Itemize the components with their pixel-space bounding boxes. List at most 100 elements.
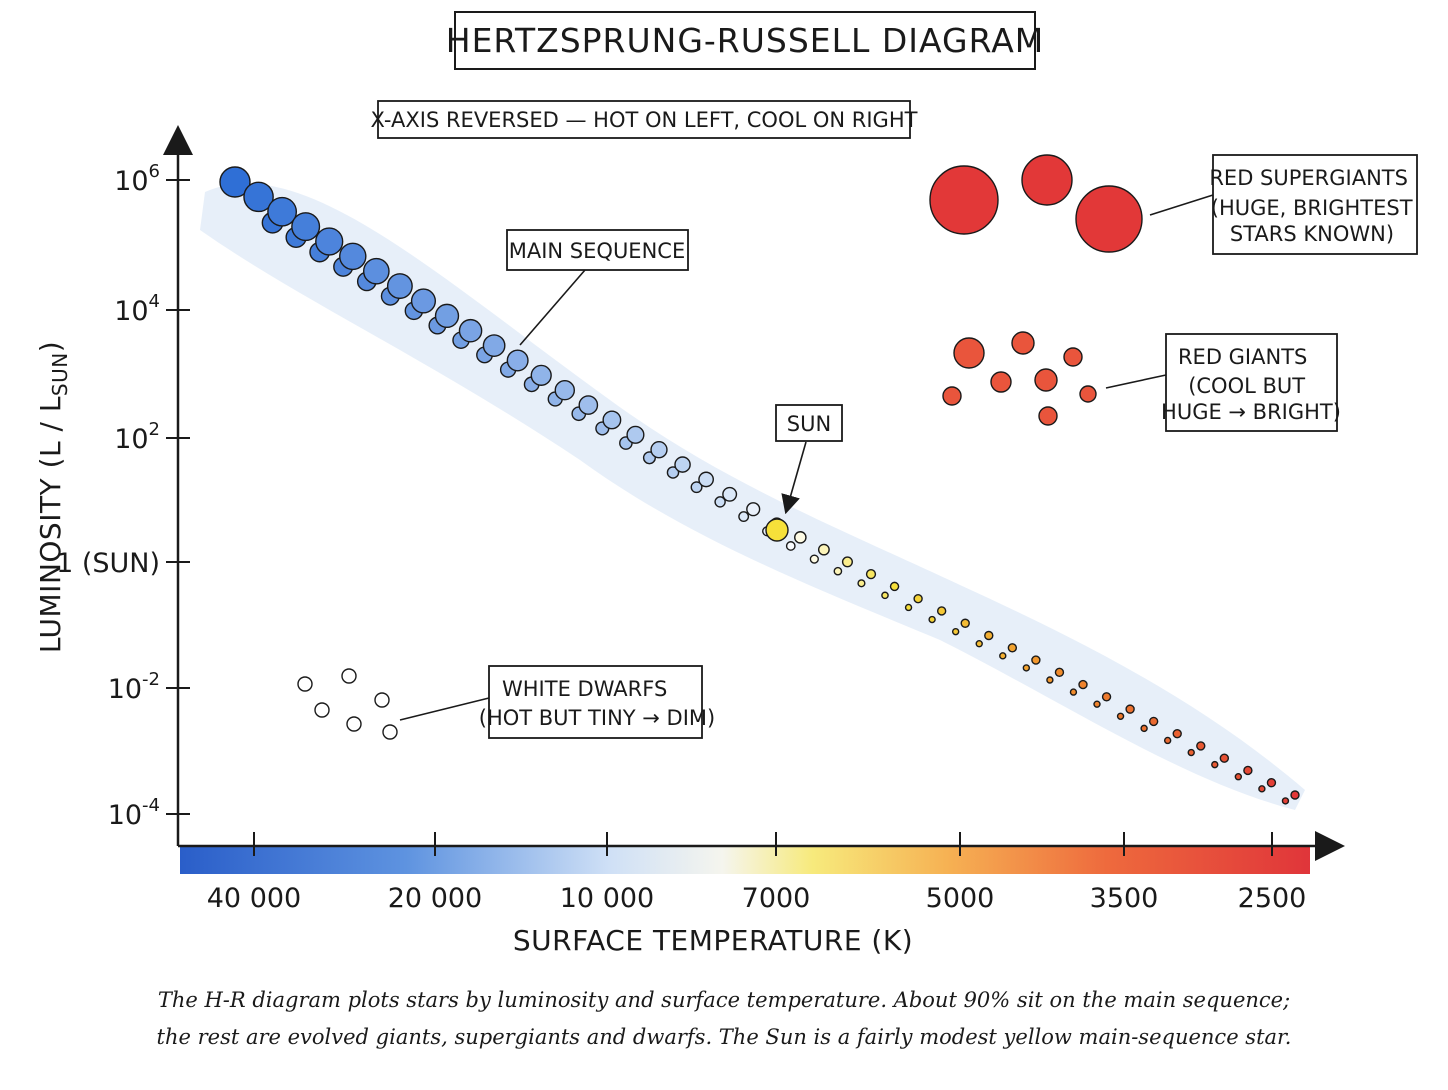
main-sequence-star [738, 511, 750, 523]
y-axis-title: LUMINOSITY (L / LSUN) [34, 341, 72, 653]
red-supergiant-star [929, 165, 999, 235]
main-sequence-star [1101, 692, 1112, 702]
main-sequence-star [1172, 728, 1182, 739]
main-sequence-star [650, 441, 668, 459]
sun-arrow [781, 441, 807, 515]
red-supergiants-label: RED SUPERGIANTS (HUGE, BRIGHTEST STARS K… [1209, 166, 1419, 246]
white-dwarf-star [341, 668, 357, 684]
main-sequence-star [626, 425, 645, 444]
main-sequence-star [928, 615, 936, 624]
red-giant-star [1079, 385, 1097, 403]
x-axis-title: SURFACE TEMPERATURE (K) [513, 924, 913, 957]
main-sequence-star [999, 652, 1007, 660]
main-sequence-star [1281, 797, 1290, 805]
main-sequence-star [434, 303, 460, 329]
main-sequence-star [1007, 643, 1018, 653]
y-tick-label: 106 [114, 161, 160, 197]
main-sequence-star [1054, 667, 1065, 678]
diagram-title: HERTZSPRUNG-RUSSELL DIAGRAM [446, 21, 1045, 60]
main-sequence-star [913, 594, 923, 604]
y-tick-label: 1 (SUN) [56, 548, 160, 579]
main-sequence-star [1219, 753, 1230, 763]
main-sequence-star [785, 541, 796, 551]
main-sequence-star [857, 579, 866, 588]
main-sequence-label-box [506, 229, 689, 271]
x-tick-group: 40 000 20 000 10 000 7000 5000 3500 2500 [207, 832, 1306, 914]
main-sequence-star [458, 318, 483, 343]
y-tick-base: 10 [108, 800, 142, 831]
main-sequence-star [714, 496, 726, 508]
caption-line-2: the rest are evolved giants, supergiants… [156, 1025, 1292, 1049]
main-sequence-star [674, 456, 691, 473]
red-giant-star [1063, 347, 1083, 367]
y-tick-base: 10 [114, 166, 148, 197]
white-dwarfs-label: WHITE DWARFS (HOT BUT TINY → DIM) [479, 677, 715, 730]
main-sequence-star [219, 166, 251, 198]
main-sequence-star [1069, 688, 1078, 696]
white-dwarfs-leader [399, 697, 490, 721]
y-tick-base: 10 [114, 296, 148, 327]
main-sequence-star [482, 334, 506, 357]
main-sequence-star [666, 466, 680, 479]
main-sequence-star [1266, 778, 1277, 788]
main-sequence-star [410, 288, 437, 314]
y-tick-label: 102 [114, 419, 160, 455]
y-tick-base: 10 [114, 424, 148, 455]
y-tick-label: 104 [114, 291, 160, 327]
red-giant-star [990, 371, 1012, 393]
sun-label-box [775, 404, 843, 442]
main-sequence-star [530, 364, 552, 386]
sun-label: SUN [787, 412, 831, 436]
red-giants-leader [1105, 374, 1167, 389]
main-sequence-star [1078, 679, 1088, 690]
x-tick-label: 20 000 [388, 883, 482, 914]
red-giants-label-box [1165, 333, 1338, 432]
y-tick-exponent: -2 [142, 669, 160, 690]
star-points [219, 154, 1300, 805]
main-sequence-star [841, 556, 853, 568]
white-dwarfs-label-box [488, 665, 703, 739]
main-sequence-star [1093, 700, 1101, 708]
red-giant-star [1038, 406, 1058, 426]
main-sequence-star [1234, 773, 1243, 781]
white-dwarf-star [346, 716, 362, 732]
main-sequence-star [386, 273, 413, 300]
red-supergiants-label-box [1212, 154, 1418, 255]
main-sequence-star [794, 531, 807, 544]
main-sequence-star [339, 242, 367, 271]
x-tick-label: 10 000 [560, 883, 654, 914]
caption-line-1: The H-R diagram plots stars by luminosit… [157, 988, 1291, 1012]
main-sequence-star [602, 410, 622, 430]
main-sequence-star [1258, 785, 1266, 793]
y-tick-label: 10-2 [108, 669, 160, 705]
main-sequence-star [1140, 724, 1148, 733]
main-sequence-star [984, 630, 994, 641]
main-sequence-star [291, 212, 321, 242]
main-sequence-star [889, 581, 900, 592]
main-sequence-star [315, 227, 344, 256]
y-tick-exponent: 2 [149, 419, 160, 440]
y-tick-exponent: 4 [149, 291, 160, 312]
x-tick-label: 3500 [1090, 883, 1159, 914]
main-sequence-star [554, 379, 576, 401]
red-giant-star [953, 337, 985, 369]
main-sequence-star [1187, 748, 1195, 757]
y-tick-base: 10 [108, 674, 142, 705]
main-sequence-star [722, 486, 738, 502]
main-sequence-star [578, 395, 599, 415]
main-sequence-star [1163, 736, 1172, 745]
white-dwarf-star [374, 692, 390, 708]
main-sequence-star [1125, 704, 1135, 714]
main-sequence-star [833, 566, 843, 576]
x-tick-label: 5000 [926, 883, 995, 914]
main-sequence-star [865, 569, 877, 580]
main-sequence-star [809, 554, 819, 564]
x-tick-label: 7000 [742, 883, 811, 914]
main-sequence-star [267, 196, 298, 227]
y-tick-label: 10-4 [108, 795, 160, 831]
main-sequence-star [904, 603, 913, 612]
caption: The H-R diagram plots stars by luminosit… [0, 982, 1448, 1056]
